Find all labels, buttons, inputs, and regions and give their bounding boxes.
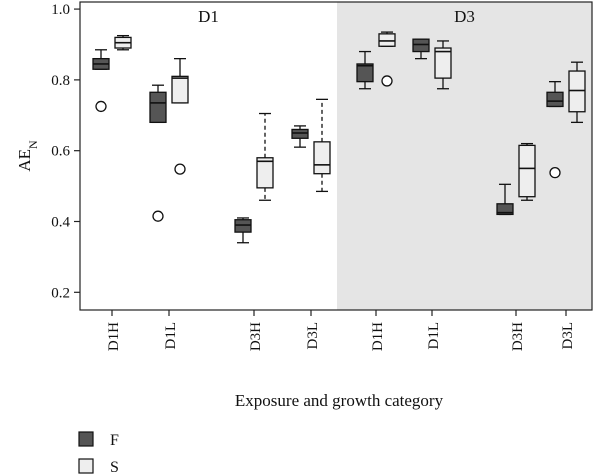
panel-d3-background <box>337 2 592 310</box>
box-S <box>114 34 132 51</box>
box-S <box>313 98 331 193</box>
box-S <box>518 142 536 201</box>
legend-item-F: F <box>78 431 119 449</box>
box-F <box>356 50 374 90</box>
box-body <box>256 157 274 189</box>
box-S <box>256 112 274 201</box>
box-body <box>234 219 252 233</box>
y-axis-title-main: AE <box>15 149 34 172</box>
x-tick-label: D3L <box>305 322 321 350</box>
outlier-point <box>549 166 561 179</box>
box-F <box>412 38 430 60</box>
panel-label: D3 <box>454 7 475 26</box>
box-S <box>568 61 586 124</box>
box-body <box>518 144 536 198</box>
x-axis: D1H D1L D3H D3L D1H D1L D3H D3L <box>106 310 576 351</box>
y-axis-title: AEN <box>15 140 40 172</box>
x-tick-label: D1L <box>426 322 442 350</box>
legend-label: F <box>110 432 119 449</box>
box-S <box>434 40 452 90</box>
y-tick-label: 0.8 <box>51 73 70 89</box>
x-tick-label: D1H <box>106 322 122 351</box>
outlier-point <box>174 163 186 175</box>
x-tick-label: D1H <box>370 322 386 351</box>
x-tick-label: D3L <box>560 322 576 350</box>
legend-item-S: S <box>78 458 119 474</box>
panel-labels: D1 D3 <box>198 7 475 26</box>
y-tick-label: 0.6 <box>51 144 70 160</box>
outlier-point <box>152 210 164 222</box>
box-body <box>378 33 396 47</box>
x-tick-label: D3H <box>510 322 526 351</box>
box-body <box>356 63 374 83</box>
plot-frame <box>79 1 593 311</box>
box-body <box>546 91 564 108</box>
y-axis: 0.2 0.4 0.6 0.8 1.0 <box>51 2 80 301</box>
legend-swatch <box>78 458 94 474</box>
y-tick-label: 0.2 <box>51 285 70 301</box>
y-axis-title-subscript: N <box>26 140 40 149</box>
box-body <box>313 141 331 175</box>
x-tick-label: D1L <box>163 322 179 350</box>
box-S <box>378 31 396 87</box>
box-F <box>149 84 167 222</box>
x-axis-title: Exposure and growth category <box>235 391 444 410</box>
box-body <box>412 38 430 53</box>
box-F <box>291 125 309 148</box>
box-body <box>291 128 309 139</box>
box-body <box>171 75 189 104</box>
y-tick-label: 1.0 <box>51 2 70 18</box>
box-F <box>92 49 110 113</box>
box-F <box>234 217 252 244</box>
legend: FS <box>78 431 119 474</box>
outlier-point <box>381 75 393 87</box>
box-F <box>546 81 564 179</box>
y-tick-label: 0.4 <box>51 214 70 230</box>
legend-swatch <box>78 431 94 447</box>
box-body <box>496 203 514 216</box>
box-body <box>149 91 167 124</box>
outlier-point <box>95 100 107 113</box>
boxes-layer <box>92 31 586 244</box>
box-body <box>434 47 452 79</box>
box-F <box>496 183 514 216</box>
legend-label: S <box>110 459 119 474</box>
panel-label: D1 <box>198 7 219 26</box>
box-S <box>171 57 189 175</box>
x-tick-label: D3H <box>248 322 264 351</box>
box-body <box>568 70 586 113</box>
